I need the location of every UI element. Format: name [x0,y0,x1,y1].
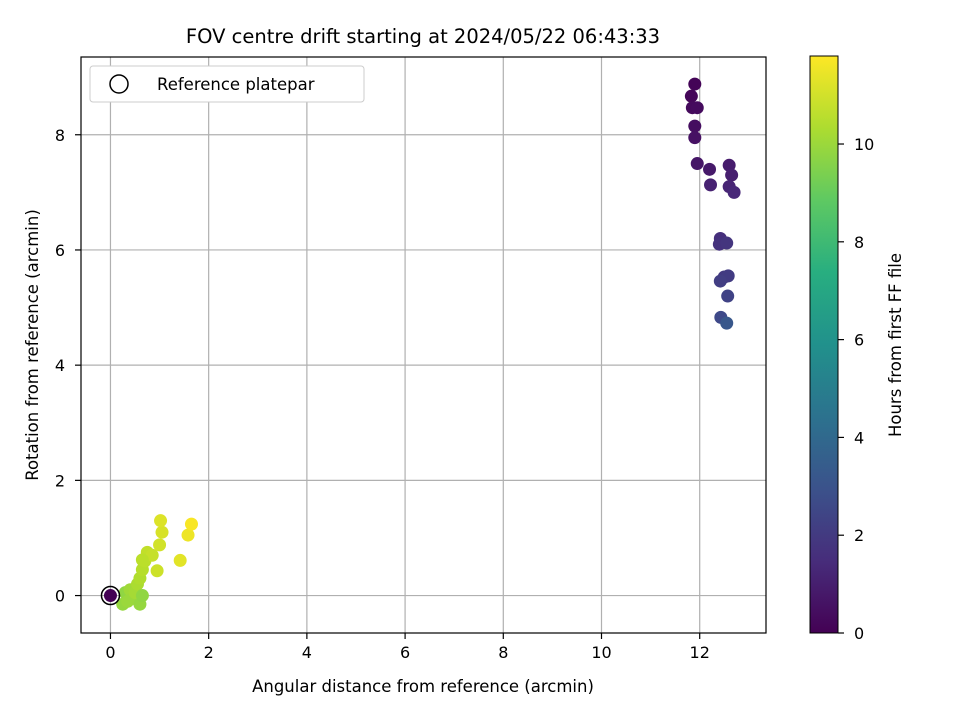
reference-marker [100,585,121,606]
colorbar-tick-label: 8 [854,233,864,252]
colorbar: 0 2 4 6 8 10 Hours from first FF file [809,55,905,643]
x-tick-label: 8 [498,643,508,662]
x-tick-label: 6 [400,643,410,662]
data-point [725,168,739,182]
data-point [181,528,195,542]
data-point [713,274,727,288]
data-point [720,236,734,250]
x-axis-label: Angular distance from reference (arcmin) [252,677,594,696]
y-axis-label: Rotation from reference (arcmin) [23,209,42,481]
legend-box [89,65,365,103]
y-tick-label: 0 [55,587,65,606]
data-point [721,289,735,303]
y-tick-label: 6 [55,241,65,260]
legend: Reference platepar [89,65,365,103]
colorbar-tick-label: 6 [854,331,864,350]
data-point [135,589,149,603]
data-point [103,589,117,603]
x-tick-label: 2 [204,643,214,662]
colorbar-ticks: 0 2 4 6 8 10 [838,135,874,643]
x-tick-label: 12 [690,643,710,662]
data-point [722,158,736,172]
y-tick-label: 8 [55,126,65,145]
data-point [720,316,734,330]
colorbar-gradient [809,55,839,634]
chart-title: FOV centre drift starting at 2024/05/22 … [186,25,660,48]
x-tick-label: 4 [302,643,312,662]
data-point [154,514,168,528]
legend-label: Reference platepar [157,75,315,94]
plot-frame [80,56,767,634]
reference-platepar-marker [100,585,121,606]
data-point [150,564,164,578]
grid [81,57,766,633]
data-point [704,178,718,192]
legend-marker-icon [109,74,129,94]
y-tick-label: 4 [55,356,65,375]
data-point [153,538,167,552]
data-point [690,101,704,115]
data-point [688,131,702,145]
data-point [155,525,169,539]
x-tick-label: 0 [105,643,115,662]
x-axis: 0 2 4 6 8 10 12 [105,633,710,662]
data-point [688,77,702,91]
data-points [103,77,741,611]
colorbar-tick-label: 0 [854,624,864,643]
x-tick-label: 10 [591,643,611,662]
data-point [145,548,159,562]
data-point [690,157,704,171]
data-point [173,553,187,567]
data-point [727,185,741,199]
data-point [684,89,698,103]
colorbar-tick-label: 2 [854,526,864,545]
data-point [135,553,149,567]
colorbar-tick-label: 10 [854,135,874,154]
colorbar-label: Hours from first FF file [886,253,905,437]
data-point [184,517,198,531]
y-axis: 0 2 4 6 8 [55,126,81,606]
data-point [688,119,702,133]
data-point [703,162,717,176]
colorbar-tick-label: 4 [854,428,864,447]
y-tick-label: 2 [55,471,65,490]
